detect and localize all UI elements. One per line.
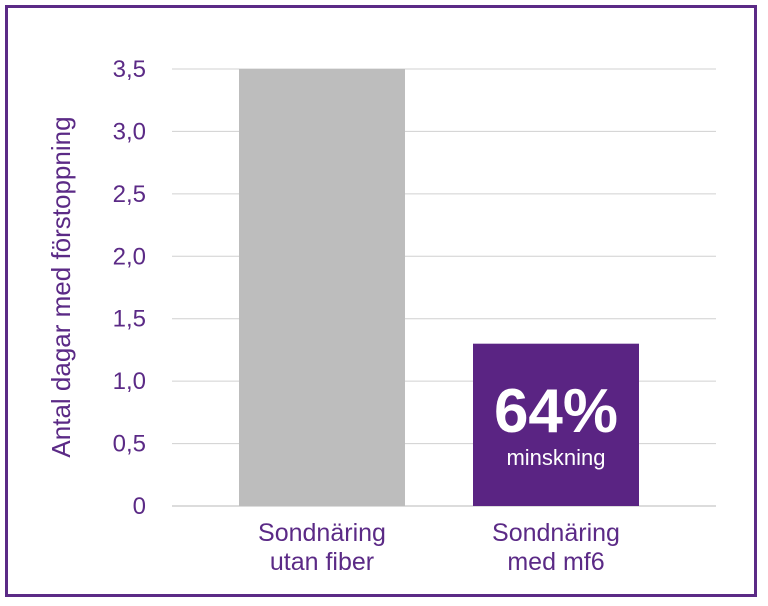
reduction-percent: 64% bbox=[494, 377, 618, 446]
y-tick-label: 2,5 bbox=[113, 181, 146, 208]
y-tick-label: 0 bbox=[133, 493, 146, 520]
y-tick-label: 1,5 bbox=[113, 306, 146, 333]
y-axis-label: Antal dagar med förstoppning bbox=[46, 116, 76, 457]
y-tick-label: 3,0 bbox=[113, 118, 146, 145]
y-tick-label: 2,0 bbox=[113, 243, 146, 270]
y-tick-label: 1,0 bbox=[113, 368, 146, 395]
category-label: utan fiber bbox=[270, 548, 374, 576]
category-label: med mf6 bbox=[507, 548, 604, 576]
bar bbox=[239, 69, 405, 506]
reduction-annotation: 64% minskning bbox=[494, 377, 618, 470]
y-axis-ticks: 0 0,5 1,0 1,5 2,0 2,5 3,0 3,5 bbox=[113, 56, 146, 520]
y-tick-label: 3,5 bbox=[113, 56, 146, 83]
reduction-label: minskning bbox=[506, 445, 605, 470]
y-tick-label: 0,5 bbox=[113, 431, 146, 458]
bar bbox=[473, 343, 639, 506]
bars bbox=[239, 69, 639, 506]
category-label: Sondnäring bbox=[492, 519, 620, 547]
category-label: Sondnäring bbox=[258, 519, 386, 547]
